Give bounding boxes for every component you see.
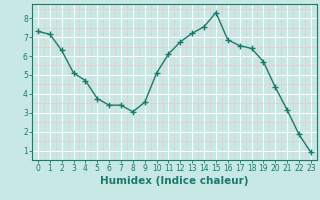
X-axis label: Humidex (Indice chaleur): Humidex (Indice chaleur) — [100, 176, 249, 186]
